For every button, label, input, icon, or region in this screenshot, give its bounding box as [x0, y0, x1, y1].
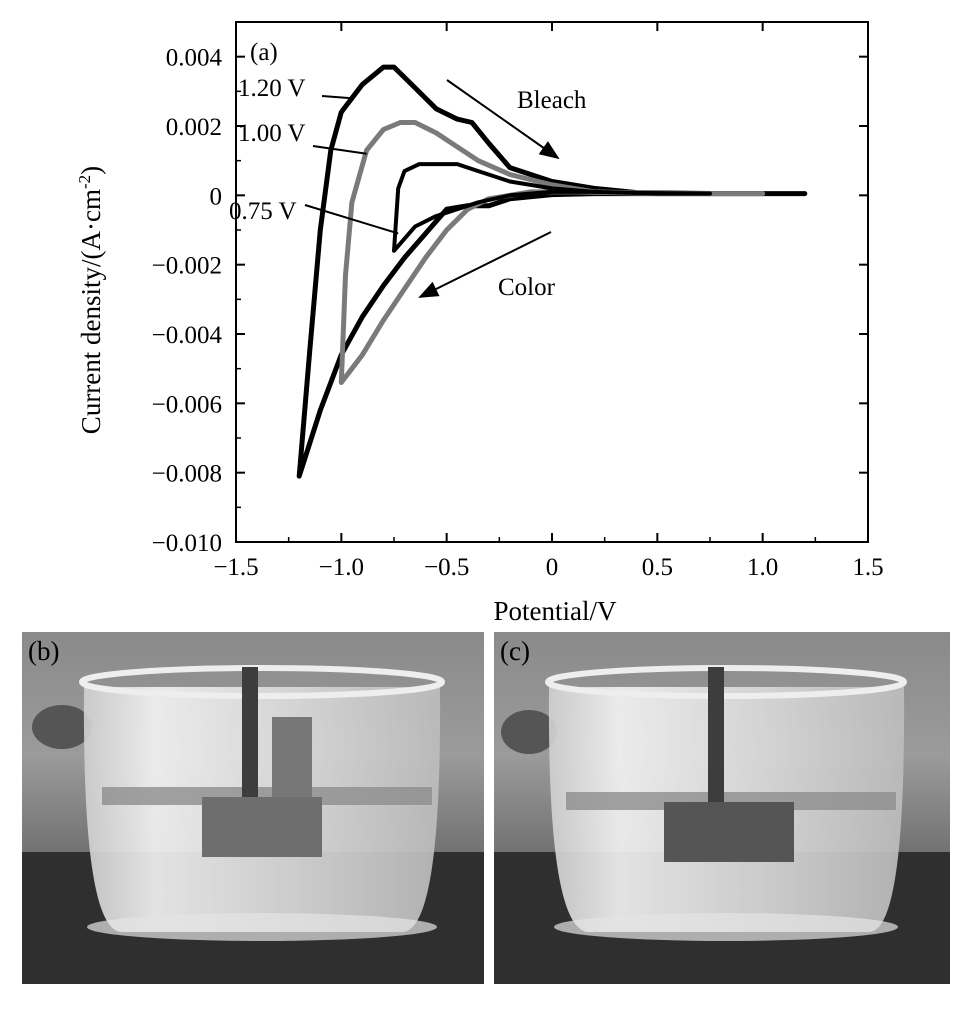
series-line-1: [338, 120, 766, 385]
annotation-label-4: Color: [498, 274, 556, 301]
y-tick-label: −0.008: [152, 461, 222, 488]
y-tick-label: −0.004: [152, 322, 223, 349]
panel-label-a: (a): [250, 39, 278, 66]
x-tick-label: 0.5: [642, 554, 673, 581]
x-axis-title: Potential/V: [494, 596, 617, 626]
photo-b: (b): [22, 632, 484, 984]
y-tick-label: −0.006: [152, 391, 222, 418]
y-axis-title: Current density/(A·cm-2): [75, 166, 106, 434]
x-tick-label: 1.5: [852, 554, 883, 581]
y-axis-title-main: Current density/(A·cm: [76, 189, 106, 434]
annotation-pointer-2: [304, 204, 399, 235]
y-tick-label: −0.010: [152, 530, 222, 557]
series-layer: [296, 64, 808, 479]
x-axis: −1.5 −1.0 −0.5 0 0.5 1.0 1.5: [213, 22, 884, 581]
x-tick-label: −1.0: [319, 554, 364, 581]
cv-chart: −1.5 −1.0 −0.5 0 0.5 1.0 1.5 0.004 0.002 0 −0.002…: [75, 21, 884, 626]
annotation-label-3: Bleach: [517, 87, 587, 114]
x-tick-label: 0: [546, 554, 559, 581]
annotation-pointer-0: [321, 95, 352, 100]
annotation-pointer-1: [312, 145, 367, 155]
y-tick-label: 0.004: [166, 45, 223, 72]
series-line-2: [392, 162, 712, 253]
photo-label-b: (b): [28, 636, 60, 666]
y-tick-label: −0.002: [152, 253, 222, 280]
bleach-arrow: [446, 79, 560, 160]
x-tick-label: −1.5: [213, 554, 258, 581]
x-tick-label: 1.0: [747, 554, 778, 581]
annotation-layer: 1.20 V 1.00 V 0.75 V Bleach Color: [229, 75, 587, 301]
y-tick-label: 0.002: [166, 114, 222, 141]
y-tick-label: 0: [210, 183, 223, 210]
photo-c: (c): [494, 632, 950, 984]
y-axis-title-end: ): [76, 166, 106, 175]
beaker-photo-b: [22, 632, 484, 984]
photo-label-c: (c): [500, 636, 530, 666]
beaker-photo-c: [494, 632, 950, 984]
y-axis: 0.004 0.002 0 −0.002 −0.004 −0.006 −0.008 −0.01…: [152, 45, 868, 557]
y-axis-title-sup: -2: [75, 175, 94, 189]
x-tick-label: −0.5: [424, 554, 469, 581]
color-arrow: [418, 231, 552, 298]
series-line-0: [296, 64, 808, 479]
annotation-label-1: 1.00 V: [238, 120, 306, 147]
annotation-label-0: 1.20 V: [238, 75, 306, 102]
annotation-label-2: 0.75 V: [229, 198, 297, 225]
